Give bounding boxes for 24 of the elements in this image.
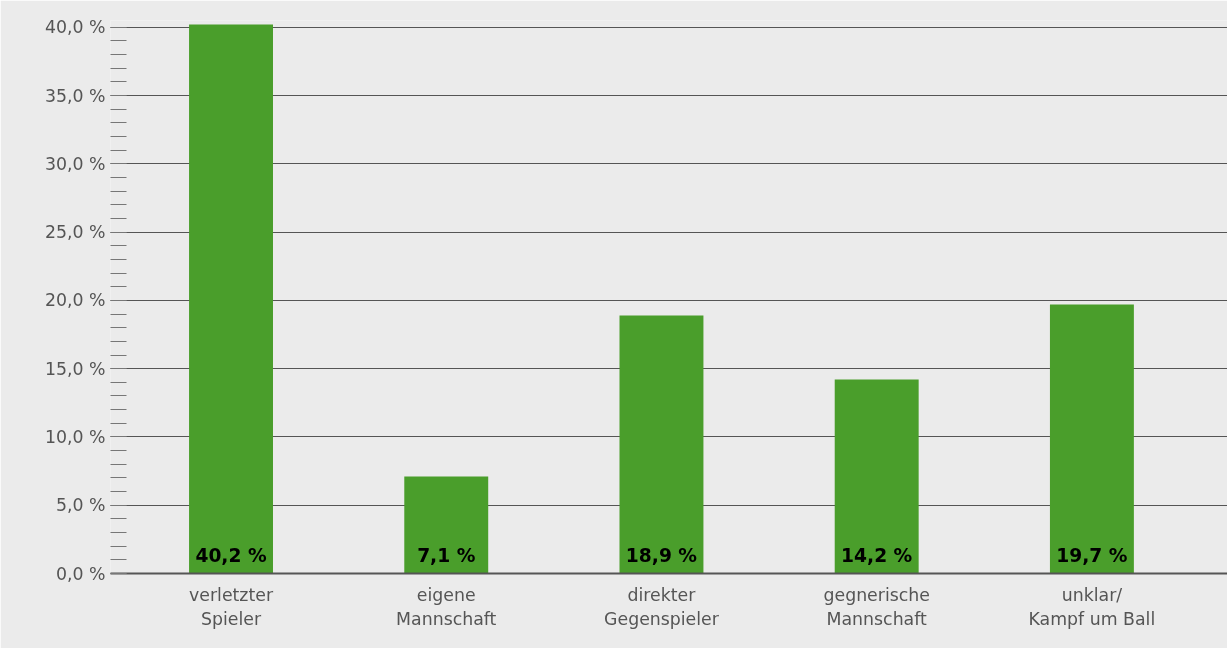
bar bbox=[619, 315, 704, 574]
bar bbox=[189, 24, 273, 574]
x-tick-label: eigene Mannschaft bbox=[396, 584, 497, 629]
bar bbox=[404, 476, 489, 574]
y-tick-label: 30,0 % bbox=[44, 153, 106, 174]
y-tick-label: 5,0 % bbox=[55, 495, 106, 516]
y-tick-label: 25,0 % bbox=[44, 222, 106, 243]
y-tick-label: 35,0 % bbox=[44, 85, 106, 106]
x-tick-label: gegnerische Mannschaft bbox=[823, 584, 930, 629]
x-tick-label: direkter Gegenspieler bbox=[604, 584, 720, 629]
bar bbox=[834, 379, 919, 574]
x-tick-label: verletzter Spieler bbox=[189, 584, 274, 629]
data-label: 7,1 % bbox=[417, 544, 476, 566]
y-tick-label: 40,0 % bbox=[44, 17, 106, 38]
data-label: 14,2 % bbox=[841, 544, 913, 566]
y-tick-label: 0,0 % bbox=[55, 563, 106, 584]
y-tick-label: 15,0 % bbox=[44, 358, 106, 379]
bar bbox=[1049, 304, 1134, 574]
y-tick-label: 20,0 % bbox=[44, 290, 106, 311]
y-tick-label: 10,0 % bbox=[44, 426, 106, 447]
data-label: 18,9 % bbox=[625, 544, 698, 566]
data-label: 40,2 % bbox=[195, 544, 267, 566]
x-tick-label: unklar/ Kampf um Ball bbox=[1028, 584, 1156, 629]
data-label: 19,7 % bbox=[1056, 544, 1128, 566]
